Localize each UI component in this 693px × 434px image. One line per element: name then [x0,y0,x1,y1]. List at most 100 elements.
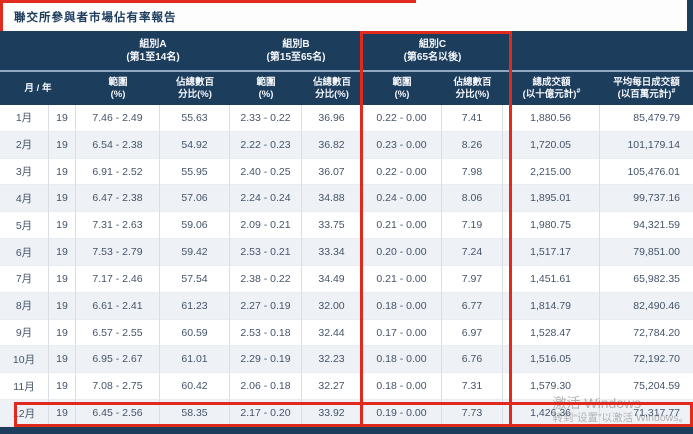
table-row: 3月 19 6.91 - 2.52 55.95 2.40 - 0.25 36.07 0.22… [0,158,693,186]
cell-group-a-share: 58.35 [160,400,230,427]
cell-group-a-share: 61.23 [160,292,230,320]
avg-label1: 平均每日成交額 [613,76,680,88]
cell-group-a-share: 59.42 [160,239,230,266]
cell-month: 6月 [0,239,49,266]
cell-group-c-range: 0.22 - 0.00 [362,105,442,132]
cell-group-c-range: 0.23 - 0.00 [362,131,442,159]
cell-group-b-range: 2.09 - 0.21 [230,212,302,240]
cell-total-turnover: 1,528.47 [503,319,600,347]
group-a-name: 組別A [139,38,167,50]
c-share-label1: 佔總數百 [453,76,492,88]
col-header-total-turnover: 總成交額 (以十億元計)# [503,72,600,105]
cell-total-turnover: 1,980.75 [503,212,600,240]
cell-group-b-share: 32.23 [302,346,362,374]
a-range-label2: (%) [110,88,126,100]
c-share-label2: 分比(%) [455,88,490,100]
cell-year: 19 [49,212,76,240]
table-group-header-row: 組別A (第1至14名) 組別B (第15至65名) 組別C (第65名以後) [0,31,693,70]
cell-group-c-share: 8.26 [442,131,503,159]
cell-group-b-share: 32.44 [302,319,362,347]
cell-group-a-range: 6.47 - 2.38 [76,185,160,213]
cell-avg-daily-turnover: 72,784.20 [600,320,693,347]
cell-group-c-share: 7.41 [442,105,503,132]
header-band-separator [0,70,693,72]
cell-group-a-range: 6.91 - 2.52 [76,158,160,186]
cell-group-a-range: 7.08 - 2.75 [76,373,160,401]
cell-group-b-range: 2.17 - 0.20 [230,400,302,427]
group-c-rank: (第65名以後) [403,51,462,63]
table-footer-bar [0,427,693,434]
cell-group-c-share: 6.97 [442,319,503,347]
cell-group-a-share: 60.42 [160,373,230,401]
table-row: 9月 19 6.57 - 2.55 60.59 2.53 - 0.18 32.44 0.17… [0,319,693,347]
cell-group-b-range: 2.40 - 0.25 [230,158,302,186]
cell-year: 19 [49,346,76,374]
cell-year: 19 [49,105,76,132]
group-b-rank: (第15至65名) [266,51,326,63]
cell-month: 7月 [0,265,49,293]
cell-group-b-range: 2.38 - 0.22 [230,265,302,293]
total-label1: 總成交額 [532,76,571,88]
cell-group-c-range: 0.19 - 0.00 [362,400,442,427]
col-header-a-range: 範圍 (%) [76,72,160,105]
cell-month: 8月 [0,292,49,320]
cell-month: 12月 [0,400,49,427]
cell-year: 19 [49,131,76,159]
group-c-name: 組別C [418,38,447,50]
b-share-label1: 佔總數百 [312,76,351,88]
cell-avg-daily-turnover: 105,476.01 [600,159,693,186]
title-area: 聯交所參與者市場佔有率報告 [0,0,693,31]
cell-year: 19 [49,373,76,401]
cell-group-b-share: 36.82 [302,131,362,159]
cell-month: 11月 [0,373,49,401]
cell-month: 10月 [0,346,49,374]
cell-avg-daily-turnover: 75,204.59 [600,373,693,401]
cell-avg-daily-turnover: 94,321.59 [600,212,693,240]
table-row: 1月 19 7.46 - 2.49 55.63 2.33 - 0.22 36.96 0.22… [0,105,693,132]
cell-group-a-share: 57.54 [160,265,230,293]
cell-year: 19 [49,400,76,427]
cell-group-a-range: 6.61 - 2.41 [76,292,160,320]
cell-year: 19 [49,239,76,266]
cell-total-turnover: 1,880.56 [503,105,600,132]
b-range-label2: (%) [258,88,274,100]
cell-group-b-range: 2.29 - 0.19 [230,346,302,374]
cell-avg-daily-turnover: 72,192.70 [600,346,693,374]
cell-month: 1月 [0,105,49,132]
col-header-month-year: 月 / 年 [0,72,76,105]
cell-group-a-range: 7.31 - 2.63 [76,212,160,240]
cell-total-turnover: 2,215.00 [503,158,600,186]
cell-group-c-share: 7.98 [442,158,503,186]
cell-group-a-share: 59.06 [160,212,230,240]
cell-group-a-share: 55.63 [160,105,230,132]
cell-group-a-share: 61.01 [160,346,230,374]
table-body: 1月 19 7.46 - 2.49 55.63 2.33 - 0.22 36.96 0.22… [0,105,693,427]
group-header-b: 組別B (第15至65名) [230,31,362,70]
cell-group-b-range: 2.53 - 0.18 [230,319,302,347]
group-header-spacer-right [503,31,693,70]
cell-group-c-share: 6.77 [442,292,503,320]
b-range-label1: 範圍 [256,76,276,88]
cell-total-turnover: 1,895.01 [503,185,600,213]
cell-total-turnover: 1,426.36 [503,400,600,427]
cell-avg-daily-turnover: 101,179.14 [600,132,693,159]
cell-group-a-share: 54.92 [160,131,230,159]
cell-group-b-share: 36.96 [302,105,362,132]
col-header-c-range: 範圍 (%) [362,72,442,105]
cell-total-turnover: 1,516.05 [503,346,600,374]
cell-avg-daily-turnover: 71,317.77 [600,400,693,427]
cell-group-a-range: 7.46 - 2.49 [76,105,160,132]
table-row: 12月 19 6.45 - 2.56 58.35 2.17 - 0.20 33.92 0.1… [0,400,693,427]
avg-label2: (以百萬元計)# [617,87,676,100]
cell-group-b-range: 2.06 - 0.18 [230,373,302,401]
cell-year: 19 [49,185,76,213]
cell-group-c-range: 0.21 - 0.00 [362,265,442,293]
cell-month: 9月 [0,319,49,347]
cell-month: 4月 [0,185,49,213]
cell-year: 19 [49,158,76,186]
total-superscript: # [576,87,581,95]
avg-superscript: # [671,87,676,95]
col-header-c-share: 佔總數百 分比(%) [442,72,503,105]
cell-total-turnover: 1,579.30 [503,373,600,401]
group-header-a: 組別A (第1至14名) [76,31,230,70]
